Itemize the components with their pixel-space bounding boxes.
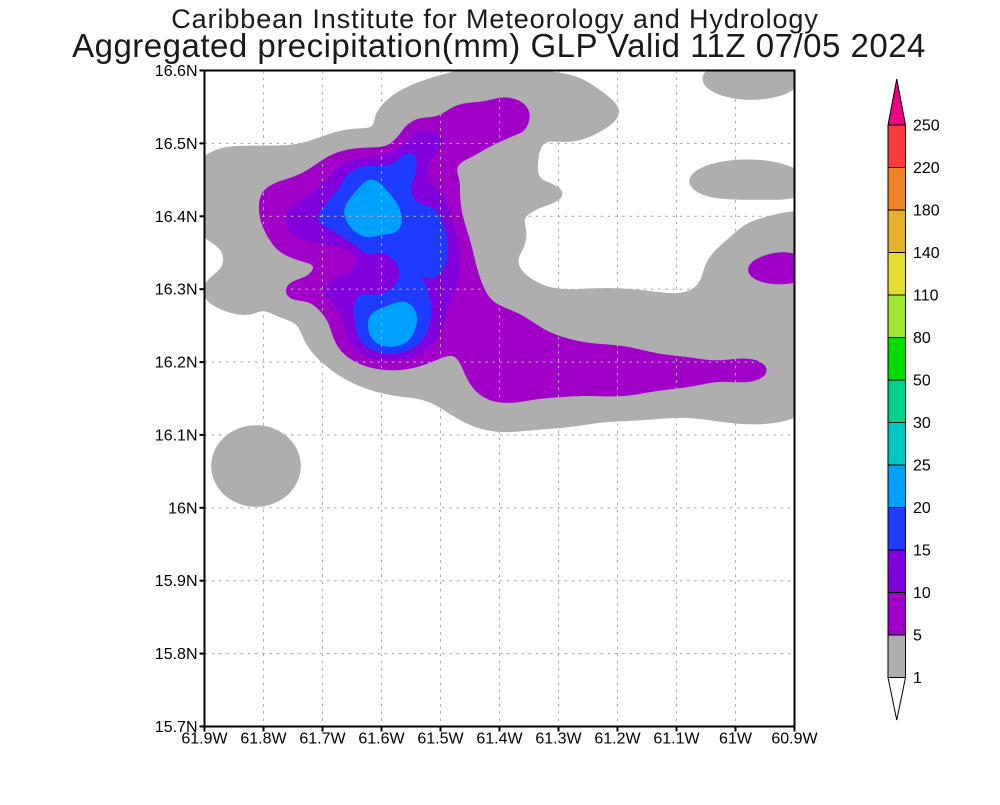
svg-text:25: 25: [913, 458, 931, 475]
svg-text:110: 110: [913, 288, 939, 305]
svg-text:250: 250: [913, 118, 940, 135]
svg-text:16.3N: 16.3N: [155, 282, 198, 299]
svg-text:Caribbean Institute for Meteor: Caribbean Institute for Meteorology and …: [171, 4, 818, 34]
svg-text:1: 1: [913, 670, 922, 687]
svg-text:15.8N: 15.8N: [155, 646, 198, 663]
svg-text:20: 20: [913, 500, 931, 517]
svg-text:80: 80: [913, 330, 931, 347]
svg-text:16.1N: 16.1N: [155, 427, 198, 444]
svg-text:61.5W: 61.5W: [417, 731, 464, 748]
svg-text:61.7W: 61.7W: [299, 731, 346, 748]
svg-text:220: 220: [913, 160, 940, 177]
svg-text:61W: 61W: [719, 731, 753, 748]
svg-text:15.7N: 15.7N: [155, 719, 198, 736]
svg-text:60.9W: 60.9W: [771, 731, 818, 748]
svg-text:61.9W: 61.9W: [181, 731, 228, 748]
svg-text:16.5N: 16.5N: [155, 136, 198, 153]
svg-text:15.9N: 15.9N: [155, 573, 198, 590]
svg-text:Aggregated precipitation(mm) G: Aggregated precipitation(mm) GLP Valid 1…: [72, 27, 926, 64]
svg-text:16.6N: 16.6N: [155, 63, 198, 80]
svg-text:16.4N: 16.4N: [155, 209, 198, 226]
svg-text:16N: 16N: [168, 500, 197, 517]
svg-text:61.6W: 61.6W: [358, 731, 405, 748]
svg-text:61.8W: 61.8W: [240, 731, 287, 748]
svg-text:140: 140: [913, 245, 940, 262]
svg-text:61.2W: 61.2W: [594, 731, 641, 748]
svg-text:30: 30: [913, 415, 931, 432]
svg-text:180: 180: [913, 203, 940, 220]
svg-text:10: 10: [913, 585, 931, 602]
svg-text:50: 50: [913, 373, 931, 390]
svg-text:61.1W: 61.1W: [653, 731, 700, 748]
svg-text:16.2N: 16.2N: [155, 355, 198, 372]
svg-text:61.4W: 61.4W: [476, 731, 523, 748]
svg-text:61.3W: 61.3W: [535, 731, 582, 748]
svg-text:15: 15: [913, 543, 931, 560]
svg-text:5: 5: [913, 628, 922, 645]
